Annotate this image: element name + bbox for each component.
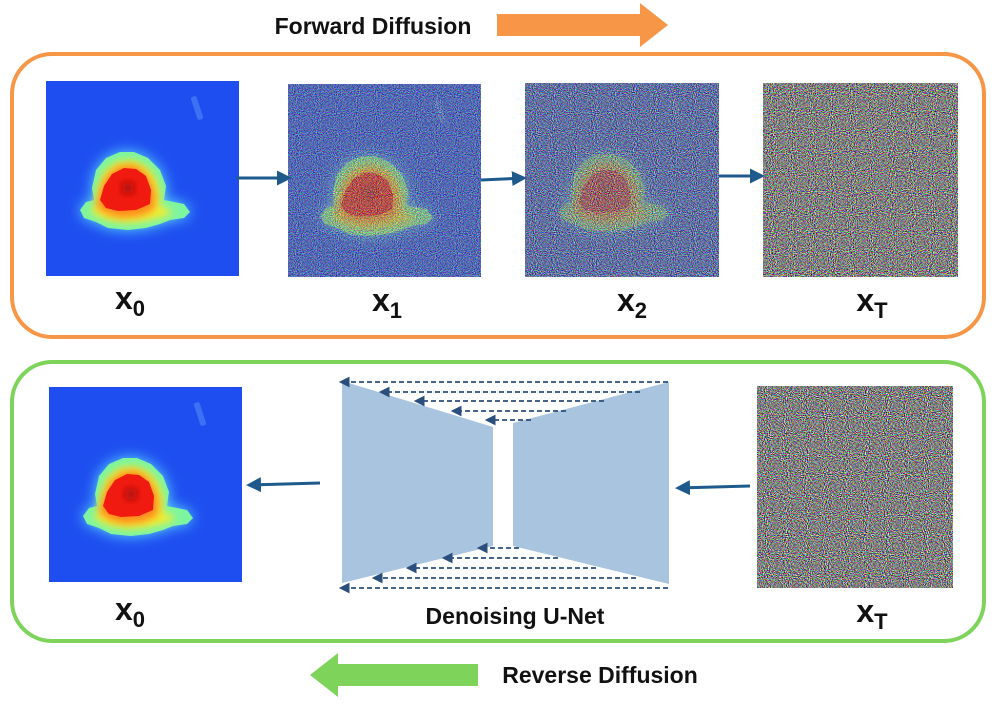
forward-diffusion-panel [10,52,986,339]
forward-image-x1 [288,84,481,277]
reverse-label-xT: xT [856,593,888,634]
reverse-image-x0 [49,387,242,582]
unet-skip-connections [338,376,668,594]
forward-image-x0 [46,81,239,276]
reverse-arrow-unet-x0 [246,477,321,493]
forward-diffusion-title: Forward Diffusion [275,13,472,39]
reverse-diffusion-panel [10,360,986,643]
unet-label: Denoising U-Net [426,603,605,629]
forward-direction-arrow [497,3,668,47]
reverse-arrow-xT-unet [675,480,751,496]
forward-label-x2: x2 [617,282,647,323]
reverse-image-xT [757,386,953,588]
forward-image-x2 [525,83,719,277]
reverse-label-x0: x0 [115,591,145,632]
unet-encoder [342,381,493,583]
reverse-diffusion-title: Reverse Diffusion [502,662,698,688]
forward-label-x0: x0 [115,280,145,321]
denoising-unet [338,376,669,594]
forward-label-x1: x1 [372,282,402,323]
forward-label-xT: xT [856,282,888,323]
unet-decoder [513,382,669,584]
forward-arrow-x1-x2 [480,171,527,187]
forward-image-xT [763,83,958,277]
reverse-direction-arrow [310,653,478,697]
